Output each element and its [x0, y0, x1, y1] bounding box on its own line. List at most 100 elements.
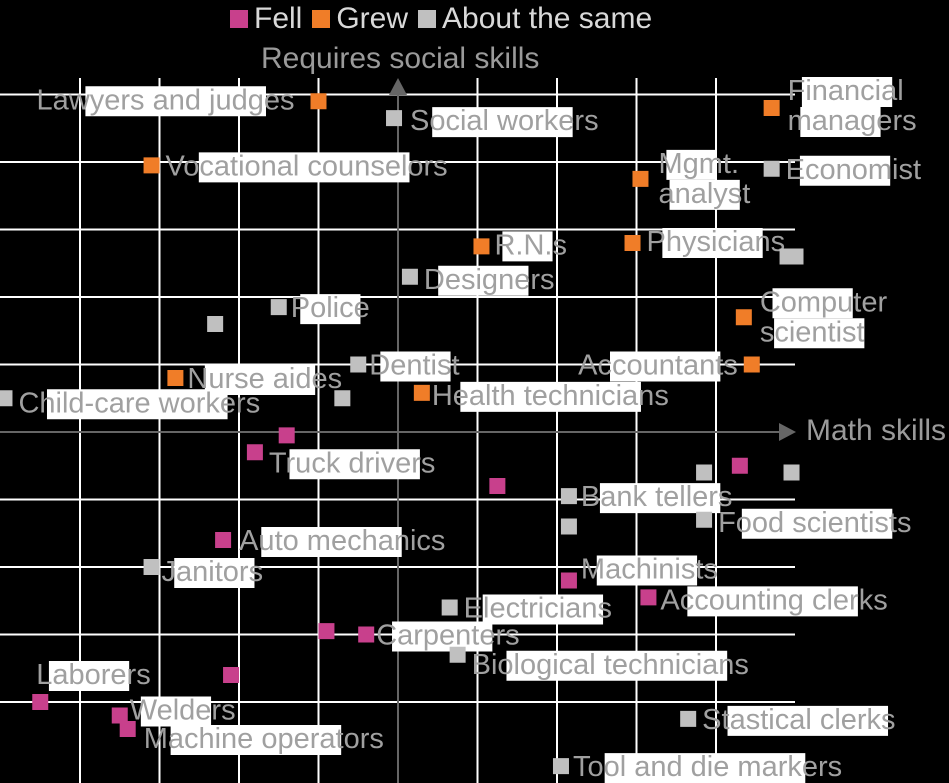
label-child-care-workers: Child-care workers	[18, 387, 260, 420]
label-text: Carpenters	[376, 620, 519, 652]
label-lawyers-and-judges: Lawyers and judges	[37, 84, 295, 117]
label-highlight	[687, 586, 858, 617]
label-text: Auto mechanics	[239, 525, 445, 557]
label-text: Accountants	[578, 350, 738, 382]
label-highlight	[727, 705, 889, 736]
label-welders: Welders	[130, 695, 236, 727]
point-financial-managers	[763, 100, 780, 116]
label-highlight	[609, 351, 721, 382]
point-mgmt-analyst	[632, 170, 649, 187]
point-lawyers-and-judges	[310, 93, 327, 110]
label-highlight	[460, 381, 641, 412]
point-social-workers	[386, 110, 403, 127]
label-tool-and-die-markers: Tool and die markers	[573, 751, 842, 783]
label-stastical-clerks: Stastical clerks	[702, 704, 896, 736]
point-nurse-aides	[167, 370, 184, 386]
legend-label-fell: Fell	[254, 2, 303, 35]
label-text: Social workers	[410, 105, 599, 137]
label-highlight	[85, 86, 266, 117]
label-highlight	[506, 650, 728, 681]
point-about-the-same-10	[696, 464, 713, 481]
label-text: Bank tellers	[581, 481, 733, 513]
label-mgmt-analyst: Mgmt.analyst	[658, 148, 750, 210]
label-highlight	[174, 558, 255, 588]
label-highlight	[799, 155, 891, 186]
label-text: Janitors	[162, 556, 264, 588]
label-economist: Economist	[786, 154, 921, 186]
point-food-scientists	[696, 511, 713, 528]
label-text: Economist	[786, 154, 921, 186]
label-highlight	[432, 107, 573, 138]
label-electricians: Electricians	[464, 593, 612, 625]
label-accounting-clerks: Accounting clerks	[660, 584, 888, 617]
label-machine-operators: Machine operators	[144, 723, 384, 755]
point-fell-3	[731, 457, 748, 474]
label-highlight	[198, 152, 410, 183]
label-highlight	[300, 294, 361, 325]
label-text: Machinists	[581, 554, 718, 586]
label-text: Biological technicians	[472, 649, 749, 681]
label-accountants: Accountants	[578, 350, 738, 382]
y-axis-title: Requires social skills	[261, 42, 540, 75]
label-police: Police	[291, 292, 370, 325]
label-text: Stastical clerks	[702, 704, 895, 736]
point-designers	[401, 268, 418, 285]
label-highlight	[596, 555, 698, 586]
point-tool-and-die-markers	[552, 758, 569, 775]
label-social-workers: Social workers	[410, 105, 599, 138]
label-text: Designers	[424, 264, 555, 296]
label-text: Police	[291, 292, 370, 324]
legend-label-same: About the same	[442, 2, 653, 35]
label-truck-drivers: Truck drivers	[269, 447, 436, 480]
point-welders	[111, 707, 128, 724]
label-text: managers	[788, 105, 917, 137]
label-bank-tellers: Bank tellers	[581, 481, 733, 514]
point-about-the-same-6	[207, 316, 224, 332]
point-truck-drivers	[246, 444, 263, 461]
label-text: Welders	[130, 695, 236, 727]
label-text: Financial	[788, 75, 904, 107]
legend-item-fell: Fell	[230, 2, 302, 36]
point-electricians	[441, 599, 458, 616]
label-machinists: Machinists	[581, 554, 718, 586]
point-about-the-same-13	[560, 518, 577, 535]
label-highlight	[438, 265, 529, 296]
label-text: Physicians	[647, 226, 786, 258]
label-highlight	[801, 77, 893, 107]
label-text: Machine operators	[144, 723, 384, 755]
point-carpenters	[358, 626, 375, 643]
label-text: Lawyers and judges	[37, 84, 295, 116]
x-axis-title: Math skills	[806, 414, 947, 447]
label-highlight	[48, 661, 130, 691]
data-points	[0, 93, 804, 775]
label-text: Child-care workers	[18, 387, 260, 419]
label-highlight	[392, 621, 493, 652]
label-highlight	[604, 753, 806, 783]
point-accountants	[743, 356, 760, 373]
label-text: Tool and die markers	[573, 751, 842, 783]
label-health-technicians: Health technicians	[432, 380, 669, 412]
label-highlight	[482, 594, 604, 625]
label-highlight	[46, 389, 228, 420]
point-child-care-workers	[0, 390, 13, 407]
legend-swatch-grew	[312, 10, 331, 28]
label-highlight	[170, 725, 342, 755]
label-text: R.N.s	[494, 229, 566, 261]
label-text: Laborers	[36, 659, 150, 691]
label-highlight	[669, 179, 740, 210]
point-machinists	[560, 572, 577, 589]
label-text: Accounting clerks	[660, 584, 887, 616]
point-janitors	[143, 559, 160, 575]
point-health-technicians	[413, 384, 430, 401]
point-economist	[763, 160, 780, 177]
label-text: Truck drivers	[269, 447, 436, 479]
label-laborers: Laborers	[36, 659, 151, 691]
label-highlight	[774, 318, 865, 349]
y-axis-arrow	[389, 78, 407, 95]
label-text: Computer	[760, 286, 888, 318]
point-machine-operators	[119, 721, 136, 737]
point-r-n-s	[473, 238, 490, 255]
label-highlight	[289, 449, 420, 480]
point-physicians	[624, 235, 641, 251]
